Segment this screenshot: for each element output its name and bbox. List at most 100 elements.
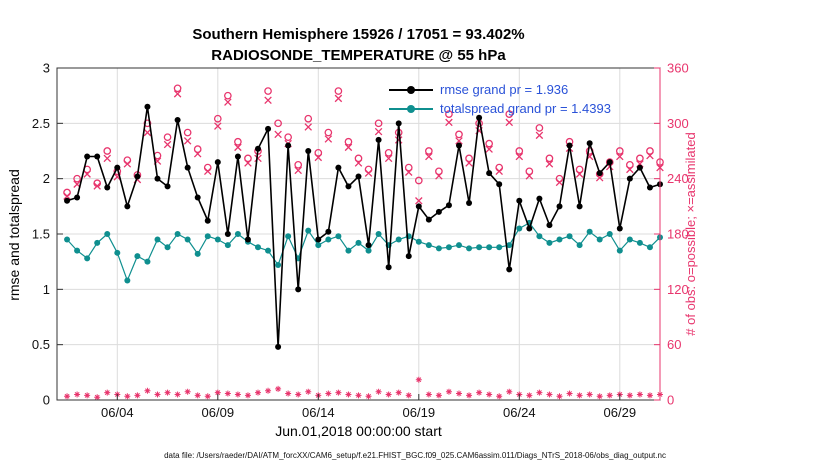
y-left-tick-label: 1.5 — [32, 227, 50, 242]
rmse-marker — [114, 164, 121, 171]
n_assimilated-marker — [595, 173, 604, 182]
y-left-tick-label: 0.5 — [32, 337, 50, 352]
totalspread-marker — [435, 245, 442, 252]
rmse-marker — [636, 164, 643, 171]
n_rejected-marker — [365, 393, 372, 400]
n_rejected-marker — [234, 391, 241, 398]
x-tick-label: 06/04 — [101, 405, 134, 420]
n_rejected-marker — [596, 393, 603, 400]
rmse-marker — [104, 184, 111, 191]
n_assimilated-marker — [143, 128, 152, 137]
n_possible-marker — [334, 87, 343, 95]
n_possible-marker — [505, 110, 514, 118]
legend-swatch-rmse — [389, 85, 433, 95]
rmse-marker — [244, 236, 251, 243]
totalspread-marker — [154, 236, 161, 243]
rmse-marker — [516, 197, 523, 204]
n_rejected-marker — [576, 392, 583, 399]
n_possible-marker — [294, 160, 303, 169]
totalspread-marker — [516, 225, 523, 232]
x-tick-label: 06/29 — [604, 405, 637, 420]
n_possible-marker — [73, 174, 81, 183]
n_assimilated-marker — [646, 151, 654, 160]
totalspread-marker — [224, 242, 231, 249]
n_possible-marker — [374, 119, 383, 128]
n_assimilated-marker — [214, 122, 222, 130]
y-right-tick-label: 180 — [667, 227, 689, 242]
rmse-marker — [365, 242, 372, 249]
n_assimilated-marker — [234, 143, 242, 152]
totalspread-marker — [456, 242, 462, 249]
rmse-marker — [556, 203, 563, 210]
rmse-marker — [466, 200, 473, 207]
y-right-tick-label: 60 — [667, 337, 681, 352]
n_rejected-marker — [466, 392, 473, 399]
rmse-marker — [566, 142, 573, 149]
legend-dot-marker — [407, 85, 415, 94]
rmse-marker — [586, 140, 593, 147]
rmse-marker — [526, 225, 533, 232]
n_assimilated-marker — [364, 169, 373, 177]
right-axis-label: # of obs: o=possible; ×=assimilated — [683, 132, 698, 336]
n_rejected-marker — [536, 389, 543, 396]
n_rejected-marker — [305, 388, 312, 395]
totalspread-marker — [124, 277, 131, 284]
totalspread-marker — [375, 231, 382, 237]
n_assimilated-marker — [384, 154, 393, 163]
totalspread-marker — [566, 233, 573, 240]
n_rejected-marker — [496, 393, 503, 400]
rmse-marker — [295, 286, 302, 293]
n_rejected-marker — [224, 390, 231, 397]
n_possible-marker — [284, 133, 292, 142]
totalspread-marker — [335, 233, 342, 240]
n_rejected-marker — [134, 392, 141, 399]
n_rejected-marker — [84, 392, 91, 399]
y-left-tick-label: 2 — [43, 171, 50, 186]
rmse-marker — [325, 228, 332, 235]
totalspread-marker — [636, 239, 643, 246]
rmse-marker — [616, 225, 623, 232]
n_rejected-marker — [395, 389, 402, 396]
totalspread-marker — [345, 247, 352, 254]
data-file-caption: data file: /Users/raeder/DAI/ATM_forcXX/… — [164, 451, 666, 460]
n_possible-marker — [324, 128, 333, 137]
n_possible-marker — [424, 147, 433, 155]
n_assimilated-marker — [555, 178, 564, 187]
n_possible-marker — [244, 154, 252, 163]
rmse-marker — [255, 145, 261, 152]
rmse-marker — [415, 203, 422, 210]
n_rejected-marker — [385, 391, 392, 398]
y-left-tick-label: 2.5 — [32, 116, 50, 131]
n_assimilated-marker — [354, 159, 363, 167]
totalspread-marker — [174, 231, 181, 237]
n_assimilated-marker — [495, 167, 503, 176]
totalspread-marker — [285, 233, 292, 240]
n_assimilated-marker — [535, 131, 544, 140]
n_rejected-marker — [204, 393, 211, 400]
n_possible-marker — [264, 87, 272, 95]
totalspread-marker — [74, 247, 81, 254]
legend-label-totalspread: totalspread grand pr = 1.4393 — [440, 101, 611, 116]
n_assimilated-marker — [123, 160, 132, 168]
totalspread-marker — [144, 258, 151, 265]
totalspread-marker — [265, 247, 272, 254]
n_possible-marker — [625, 160, 634, 169]
totalspread-marker — [365, 247, 372, 254]
n_rejected-marker — [194, 392, 201, 399]
totalspread-marker — [255, 244, 261, 251]
n_possible-marker — [646, 147, 654, 155]
rmse-marker — [445, 202, 452, 209]
rmse-marker — [476, 114, 483, 121]
n_assimilated-marker — [415, 197, 423, 205]
n_assimilated-marker — [505, 118, 514, 127]
n_assimilated-marker — [314, 153, 323, 162]
n_rejected-marker — [154, 391, 161, 398]
n_rejected-marker — [355, 392, 362, 399]
rmse-marker — [335, 164, 342, 171]
n_rejected-marker — [425, 391, 432, 398]
rmse-marker — [234, 153, 241, 160]
rmse-marker — [214, 159, 221, 166]
totalspread-marker — [114, 249, 121, 256]
totalspread-marker — [315, 242, 322, 249]
